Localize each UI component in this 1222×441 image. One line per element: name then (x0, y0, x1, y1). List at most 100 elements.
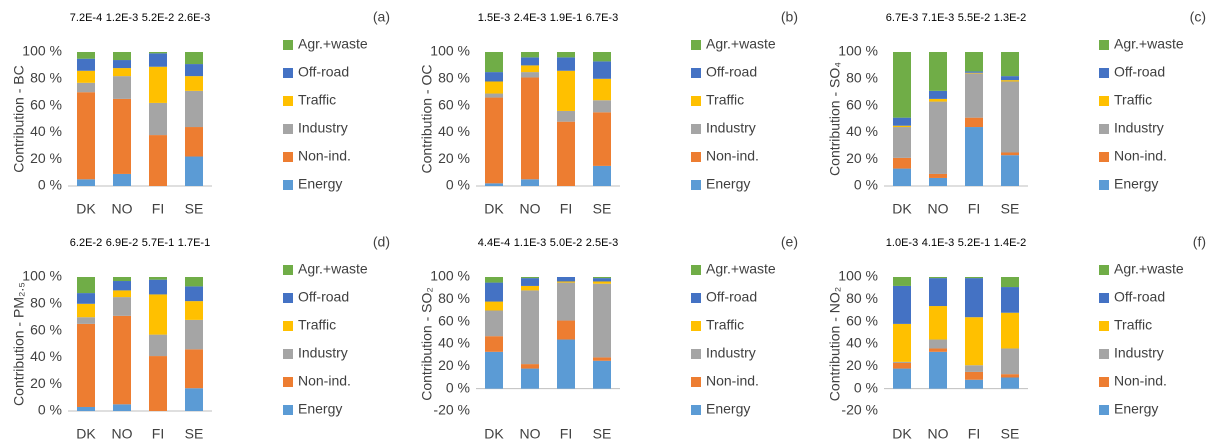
y-tick-label: 100 % (22, 43, 62, 59)
bar-total-annotation: 1.1E-3 (514, 237, 546, 249)
legend-label: Off-road (1114, 64, 1165, 80)
bar-segment (593, 277, 611, 279)
bar-segment (557, 320, 575, 340)
legend-label: Traffic (1114, 92, 1152, 108)
legend-swatch (1099, 321, 1109, 331)
bar-segment (1001, 277, 1019, 288)
y-tick-label: 20 % (438, 357, 470, 373)
bar-segment (929, 101, 947, 174)
bar-segment (1001, 155, 1019, 186)
bar-segment (557, 277, 575, 282)
bar-segment (185, 90, 203, 128)
x-tick-label: FI (560, 426, 572, 441)
bar-segment (521, 77, 539, 180)
bar-segment (149, 102, 167, 136)
x-tick-label: SE (593, 426, 612, 441)
bar-segment (1001, 152, 1019, 156)
bar-total-annotation: 5.7E-1 (142, 237, 174, 249)
bar-segment (485, 351, 503, 389)
legend-swatch (283, 152, 293, 162)
legend-label: Energy (298, 176, 342, 192)
bar-segment (557, 70, 575, 111)
bar-segment (185, 76, 203, 91)
y-tick-label: 20 % (30, 375, 62, 391)
bar-total-annotation: 1.9E-1 (550, 12, 582, 24)
bar-segment (113, 281, 131, 291)
x-tick-label: FI (152, 426, 164, 441)
legend-swatch (691, 377, 701, 387)
legend-swatch (283, 405, 293, 415)
bar-segment (965, 127, 983, 186)
bar-segment (593, 112, 611, 166)
bar-segment (113, 315, 131, 405)
legend-swatch (1099, 293, 1109, 303)
legend-swatch (1099, 152, 1109, 162)
bar-segment (149, 53, 167, 67)
legend-label: Off-road (298, 289, 349, 305)
legend-label: Energy (1114, 176, 1158, 192)
bar-segment (185, 127, 203, 157)
bar-segment (113, 297, 131, 316)
y-tick-label: 80 % (30, 295, 62, 311)
legend-label: Traffic (298, 317, 336, 333)
y-tick-label: 60 % (30, 321, 62, 337)
y-axis-label: Contribution - OC (419, 65, 435, 174)
legend-swatch (283, 124, 293, 134)
bar-segment (965, 278, 983, 318)
legend-label: Energy (298, 401, 342, 417)
bar-segment (1001, 80, 1019, 82)
bar-segment (929, 277, 947, 279)
legend-label: Energy (1114, 401, 1158, 417)
bar-segment (77, 317, 95, 324)
legend-label: Non-ind. (706, 148, 759, 164)
legend-label: Off-road (298, 64, 349, 80)
legend-swatch (691, 96, 701, 106)
bar-total-annotation: 1.0E-3 (886, 237, 918, 249)
bar-segment (149, 135, 167, 186)
legend-swatch (691, 405, 701, 415)
bar-segment (185, 156, 203, 186)
bar-segment (113, 52, 131, 61)
bar-segment (521, 179, 539, 186)
legend-label: Agr.+waste (1114, 36, 1184, 52)
y-tick-label: 40 % (846, 123, 878, 139)
bar-segment (149, 52, 167, 54)
bar-segment (557, 282, 575, 321)
bar-segment (185, 286, 203, 302)
y-tick-label: -20 % (433, 402, 470, 418)
legend-label: Non-ind. (706, 373, 759, 389)
bar-total-annotation: 6.7E-3 (586, 12, 618, 24)
bar-segment (113, 68, 131, 77)
legend-label: Agr.+waste (298, 36, 368, 52)
legend-label: Energy (706, 401, 750, 417)
bar-total-annotation: 5.2E-2 (142, 12, 174, 24)
legend-swatch (1099, 96, 1109, 106)
bar-segment (77, 52, 95, 59)
x-tick-label: SE (1001, 426, 1020, 441)
x-tick-label: SE (593, 201, 612, 217)
bar-segment (521, 368, 539, 389)
bar-segment (1001, 81, 1019, 153)
bar-segment (113, 290, 131, 298)
bar-segment (893, 277, 911, 286)
legend-swatch (691, 40, 701, 50)
bar-segment (77, 92, 95, 180)
legend-label: Traffic (706, 92, 744, 108)
legend-swatch (1099, 377, 1109, 387)
bar-total-annotation: 5.5E-2 (958, 12, 990, 24)
legend-label: Non-ind. (298, 373, 351, 389)
bar-segment (965, 72, 983, 74)
legend-swatch (691, 180, 701, 190)
x-tick-label: DK (892, 426, 912, 441)
bar-total-annotation: 1.3E-2 (994, 12, 1026, 24)
legend-swatch (283, 40, 293, 50)
panel-label: (b) (781, 9, 798, 25)
legend-swatch (283, 377, 293, 387)
y-tick-label: 80 % (846, 290, 878, 306)
x-tick-label: FI (968, 201, 980, 217)
legend-swatch (691, 349, 701, 359)
bar-segment (593, 281, 611, 284)
y-tick-label: 60 % (438, 96, 470, 112)
y-tick-label: 100 % (838, 268, 878, 284)
